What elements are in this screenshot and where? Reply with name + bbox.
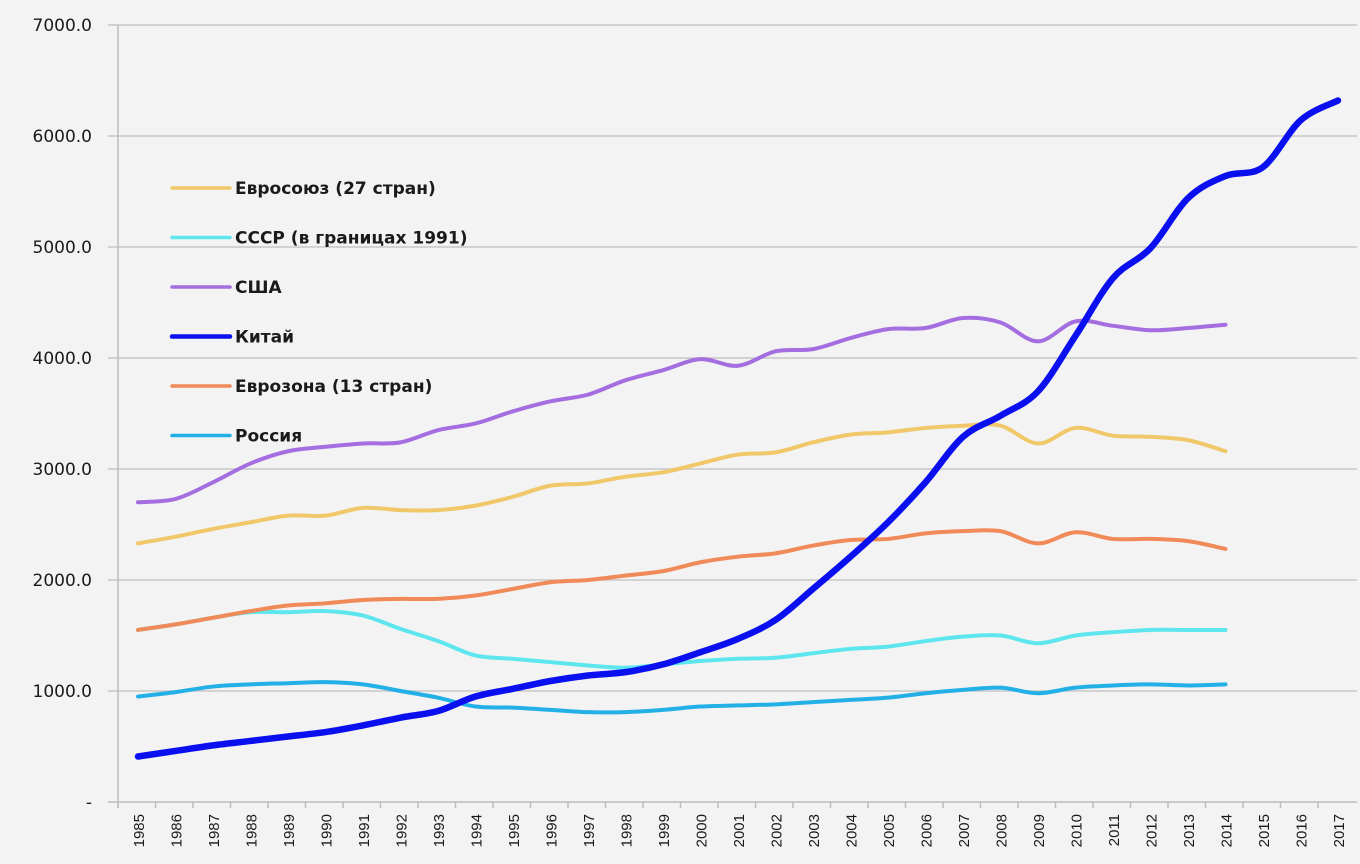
- x-tick-label: 2001: [731, 814, 748, 847]
- series-line-0: [136, 422, 1228, 546]
- axes: [108, 25, 1357, 808]
- x-tick-label: 2012: [1144, 814, 1161, 847]
- x-tick-label: 1987: [206, 814, 223, 847]
- x-tick-label: 1994: [469, 814, 486, 847]
- legend-item: Еврозона (13 стран): [170, 377, 432, 397]
- x-tick-label: 2003: [806, 814, 823, 847]
- x-tick-label: 1999: [656, 814, 673, 847]
- x-tick-label: 2007: [956, 814, 973, 847]
- x-tick-label: 1995: [506, 814, 523, 847]
- legend-label: Китай: [235, 328, 294, 348]
- x-tick-label: 2002: [769, 814, 786, 847]
- x-tick-label: 2013: [1181, 814, 1198, 847]
- x-tick-label: 1986: [169, 814, 186, 847]
- x-tick-label: 1996: [544, 814, 561, 847]
- series-line-3: [134, 97, 1342, 760]
- gridlines: [108, 24, 1357, 692]
- y-tick-label: 1000.0: [33, 682, 92, 702]
- x-tick-label: 2014: [1219, 814, 1236, 847]
- legend-item: Евросоюз (27 стран): [170, 179, 436, 199]
- x-tick-label: 2015: [1256, 814, 1273, 847]
- legend-label: СССР (в границах 1991): [235, 229, 467, 249]
- series-line-4: [136, 528, 1228, 632]
- legend-label: Евросоюз (27 стран): [235, 179, 436, 199]
- legend-label: Еврозона (13 стран): [235, 377, 432, 397]
- x-tick-label: 1988: [244, 814, 261, 847]
- y-tick-label: 7000.0: [33, 16, 92, 36]
- x-tick-label: 1997: [581, 814, 598, 847]
- legend-item: Россия: [170, 427, 302, 447]
- x-tick-label: 1990: [319, 814, 336, 847]
- y-tick-label: 4000.0: [33, 349, 92, 369]
- y-tick-label: 5000.0: [33, 238, 92, 258]
- x-tick-label: 2008: [994, 814, 1011, 847]
- x-tick-label: 2004: [844, 814, 861, 847]
- y-axis-tick-labels: - 1000.0 2000.0 3000.0 4000.0 5000.0 6000.0 700…: [33, 16, 92, 813]
- x-tick-label: 2010: [1069, 814, 1086, 847]
- x-tick-label: 2009: [1031, 814, 1048, 847]
- legend-label: Россия: [235, 427, 302, 447]
- x-tick-label: 2005: [881, 814, 898, 847]
- x-tick-label: 1985: [131, 814, 148, 847]
- x-tick-label: 1992: [394, 814, 411, 847]
- series-line-2: [136, 315, 1228, 505]
- x-tick-label: 2011: [1106, 814, 1123, 846]
- legend: Евросоюз (27 стран) СССР (в границах 1991…: [169, 179, 467, 447]
- x-tick-label: 2000: [694, 814, 711, 847]
- series-lines: [134, 97, 1342, 760]
- x-axis-tick-labels: 1985 1986 1987 1988 1989 1990 1991 1992 1993 1994…: [131, 814, 1348, 847]
- y-tick-label: 2000.0: [33, 571, 92, 591]
- x-tick-label: 1998: [619, 814, 636, 847]
- legend-label: США: [235, 278, 282, 298]
- x-tick-label: 2006: [919, 814, 936, 847]
- y-tick-label: 6000.0: [33, 127, 92, 147]
- legend-item: СССР (в границах 1991): [170, 229, 467, 249]
- legend-item: Китай: [169, 328, 294, 348]
- x-tick-label: 1991: [356, 814, 373, 847]
- x-tick-label: 1989: [281, 814, 298, 847]
- x-tick-label: 2016: [1294, 814, 1311, 847]
- y-tick-label: 3000.0: [33, 460, 92, 480]
- series-line-5: [136, 680, 1228, 715]
- series-line-1: [136, 608, 1228, 670]
- x-tick-label: 2017: [1331, 814, 1348, 847]
- legend-item: США: [170, 278, 282, 298]
- y-tick-label: -: [86, 793, 92, 813]
- x-tick-label: 1993: [431, 814, 448, 847]
